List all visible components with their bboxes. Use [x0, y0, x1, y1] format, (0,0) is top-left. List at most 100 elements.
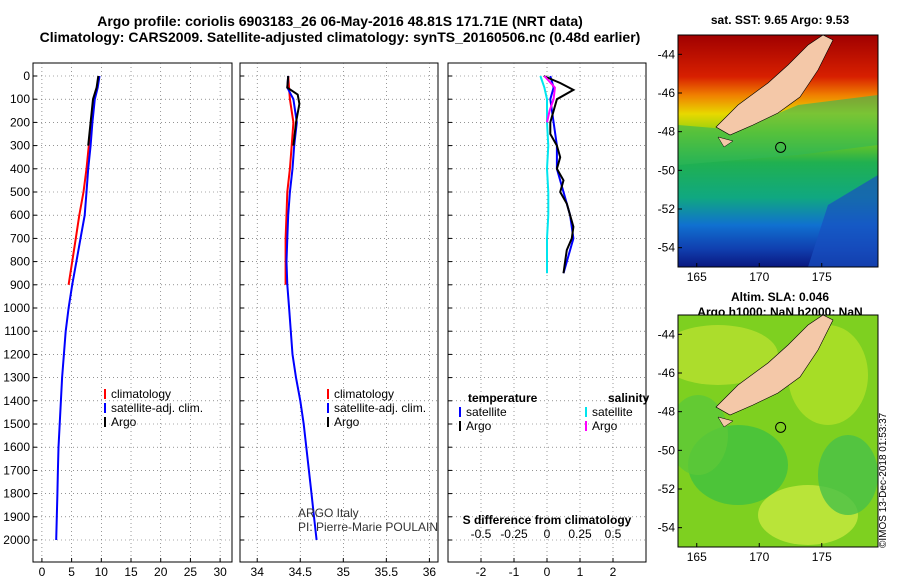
- sst-map-y-tick-label: -50: [658, 163, 676, 177]
- depth-tick-label: 1500: [3, 417, 30, 431]
- sla-map-y-tick-label: -50: [658, 443, 676, 457]
- sst-field-band: [678, 95, 878, 165]
- temperature-x-tick-label: 25: [184, 565, 198, 579]
- salinity-legend-label: Argo: [334, 415, 360, 429]
- sla-land: [715, 315, 834, 416]
- temperature-legend-label: Argo: [111, 415, 137, 429]
- differences-series-s-argo: [543, 75, 556, 123]
- sla-map-frame: [677, 314, 879, 548]
- sla-anomaly-patch: [818, 435, 878, 515]
- sst-map-y-tick-label: -46: [658, 86, 676, 100]
- depth-tick-label: 500: [10, 185, 30, 199]
- depth-tick-label: 1700: [3, 463, 30, 477]
- sla-map: [677, 314, 879, 548]
- sla-map-x-tick-label: 175: [812, 550, 832, 564]
- sst-map-title: sat. SST: 9.65 Argo: 9.53: [710, 13, 850, 27]
- title-line-2: Climatology: CARS2009. Satellite-adjuste…: [39, 29, 641, 45]
- temperature-x-tick-label: 0: [39, 565, 46, 579]
- sst-map-y-tick-label: -54: [658, 241, 676, 255]
- sla-map-y-tick-label: -44: [658, 327, 676, 341]
- sst-map: [677, 34, 879, 268]
- sst-land: [715, 35, 834, 136]
- sla-anomaly-patch: [678, 395, 728, 475]
- depth-tick-label: 1800: [3, 487, 30, 501]
- differences-series-t-argo: [543, 75, 576, 274]
- salinity-x-tick-label: 34: [251, 565, 265, 579]
- depth-tick-label: 1400: [3, 394, 30, 408]
- depth-tick-label: 600: [10, 208, 30, 222]
- diff-s-tick-label: -0.5: [471, 527, 492, 541]
- diff-s-tick-label: 0: [544, 527, 551, 541]
- temperature-legend-label: climatology: [111, 387, 171, 401]
- sst-map-x-tick-label: 175: [812, 270, 832, 284]
- salinity-legend-label: climatology: [334, 387, 394, 401]
- diff-s-tick-label: 0.5: [605, 527, 622, 541]
- diff-legend-label: satellite: [592, 405, 633, 419]
- sst-map-y-tick-label: -44: [658, 47, 676, 61]
- depth-tick-label: 100: [10, 92, 30, 106]
- diff-s-axis-label: S difference from climatology: [463, 513, 632, 527]
- differences-x-tick-label: 0: [544, 565, 551, 579]
- depth-tick-label: 200: [10, 115, 30, 129]
- differences-x-tick-label: 2: [610, 565, 617, 579]
- salinity-series-argo: [286, 75, 301, 146]
- sla-island: [717, 416, 734, 428]
- sst-map-x-tick-label: 165: [687, 270, 707, 284]
- sst-island: [717, 136, 734, 148]
- differences-plot-frame: [447, 62, 647, 563]
- temperature-x-tick-label: 30: [213, 565, 227, 579]
- sst-map-x-tick-label: 170: [749, 270, 769, 284]
- sla-map-title-line-1: Altim. SLA: 0.046: [730, 290, 830, 304]
- diff-legend-salinity-heading: salinity: [608, 391, 650, 405]
- sla-anomaly-patch: [678, 325, 778, 385]
- sla-map-y-tick-label: -52: [658, 482, 676, 496]
- depth-tick-label: 900: [10, 278, 30, 292]
- salinity-legend-label: satellite-adj. clim.: [334, 401, 426, 415]
- sla-map-y-tick-label: -54: [658, 521, 676, 535]
- depth-tick-label: 1200: [3, 347, 30, 361]
- differences-x-tick-label: 1: [577, 565, 584, 579]
- sst-map-y-tick-label: -52: [658, 202, 676, 216]
- differences-series-s-satellite: [539, 75, 550, 274]
- temperature-x-tick-label: 15: [124, 565, 138, 579]
- sst-argo-position-marker: [775, 141, 787, 153]
- salinity-x-tick-label: 36: [423, 565, 437, 579]
- temperature-series-argo: [87, 75, 100, 146]
- temperature-x-tick-label: 10: [95, 565, 109, 579]
- depth-tick-label: 700: [10, 231, 30, 245]
- title-line-1: Argo profile: coriolis 6903183_26 06-May…: [97, 13, 583, 29]
- temperature-plot-frame: [32, 62, 233, 563]
- temperature-x-tick-label: 20: [154, 565, 168, 579]
- diff-s-tick-label: -0.25: [500, 527, 528, 541]
- temperature-x-tick-label: 5: [68, 565, 75, 579]
- depth-tick-label: 400: [10, 162, 30, 176]
- credit-line-2: PI: Pierre-Marie POULAIN: [298, 520, 438, 534]
- temperature-series-satellite-adj-clim-: [55, 75, 101, 541]
- temperature-legend-label: satellite-adj. clim.: [111, 401, 203, 415]
- depth-tick-label: 800: [10, 255, 30, 269]
- salinity-series-climatology: [284, 75, 295, 285]
- depth-tick-label: 1900: [3, 510, 30, 524]
- depth-tick-label: 1000: [3, 301, 30, 315]
- salinity-x-tick-label: 35.5: [375, 565, 399, 579]
- salinity-x-tick-label: 35: [337, 565, 351, 579]
- diff-legend-label: Argo: [466, 419, 492, 433]
- differences-x-tick-label: -1: [509, 565, 520, 579]
- depth-tick-label: 1100: [4, 324, 30, 338]
- sla-argo-position-marker: [775, 421, 787, 433]
- sst-map-field: [678, 35, 878, 267]
- depth-tick-label: 300: [10, 139, 30, 153]
- sst-map-y-tick-label: -48: [658, 125, 676, 139]
- sla-map-x-tick-label: 170: [749, 550, 769, 564]
- diff-legend-label: satellite: [466, 405, 507, 419]
- sla-map-field: [678, 315, 878, 547]
- sst-map-frame: [677, 34, 879, 268]
- depth-tick-label: 2000: [3, 533, 30, 547]
- depth-tick-label: 1600: [3, 440, 30, 454]
- salinity-x-tick-label: 34.5: [289, 565, 313, 579]
- depth-tick-label: 0: [23, 69, 30, 83]
- credit-line-1: ARGO Italy: [298, 506, 359, 520]
- sst-cold-patch: [808, 175, 878, 267]
- sla-map-y-tick-label: -46: [658, 366, 676, 380]
